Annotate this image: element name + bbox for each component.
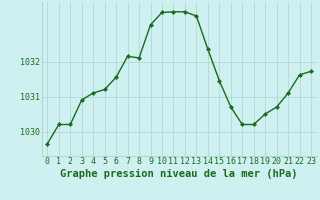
X-axis label: Graphe pression niveau de la mer (hPa): Graphe pression niveau de la mer (hPa) [60, 169, 298, 179]
